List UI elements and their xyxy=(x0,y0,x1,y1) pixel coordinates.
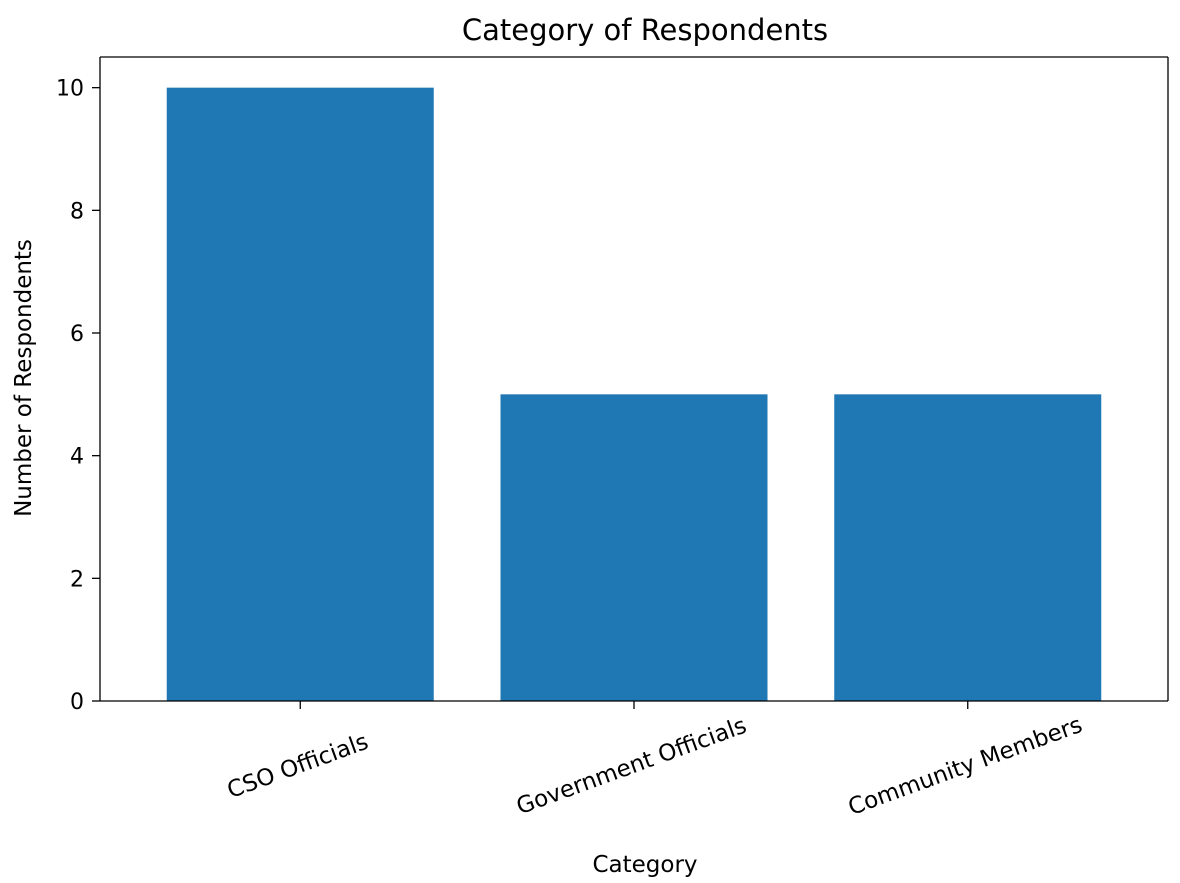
y-tick-label: 8 xyxy=(70,199,84,224)
y-tick-label: 2 xyxy=(70,567,84,592)
bar xyxy=(166,87,434,701)
bar xyxy=(834,394,1102,701)
bars-layer xyxy=(166,87,1102,701)
chart-title: Category of Respondents xyxy=(462,13,828,47)
x-axis-label: Category xyxy=(592,852,697,878)
y-axis-label: Number of Respondents xyxy=(11,239,37,517)
x-tick-label: CSO Officials xyxy=(224,729,372,804)
y-tick-label: 0 xyxy=(70,690,84,715)
x-tick-label: Community Members xyxy=(845,712,1086,821)
bar xyxy=(500,394,768,701)
x-tick-label: Government Officials xyxy=(513,713,750,820)
y-tick-label: 6 xyxy=(70,322,84,347)
y-tick-label: 4 xyxy=(70,445,84,470)
y-tick-label: 10 xyxy=(56,77,84,102)
